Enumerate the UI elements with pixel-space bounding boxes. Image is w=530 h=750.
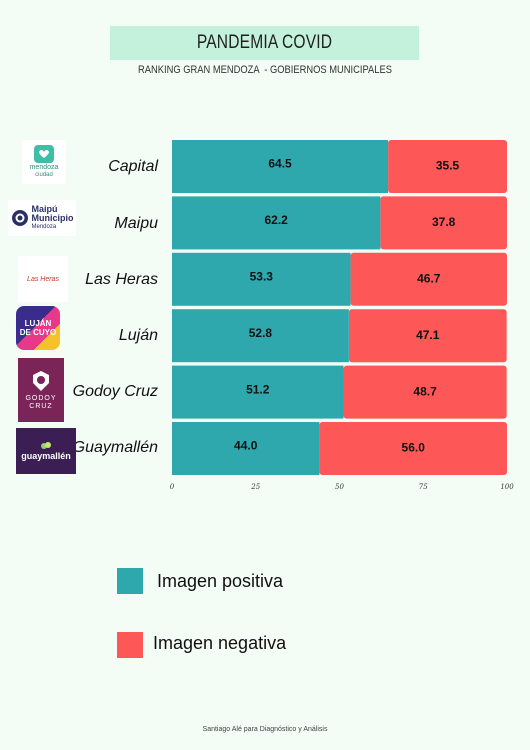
maipu-shield-icon — [11, 210, 28, 226]
bar-positive — [172, 252, 351, 306]
data-label-positive: 52.8 — [249, 326, 273, 340]
lujan-logo-text-2: DE CUYO — [19, 328, 57, 337]
category-label-capital: Capital — [108, 158, 158, 175]
category-label-las-heras: Las Heras — [85, 271, 158, 288]
bar-negative — [350, 252, 507, 306]
godoy-cruz-logo: GODOY CRUZ — [18, 358, 64, 422]
bar-negative — [343, 365, 507, 419]
bar-positive — [172, 422, 320, 475]
mendoza-ciudad-logo: mendoza ciudad — [22, 140, 66, 184]
x-tick-label: 50 — [335, 483, 344, 491]
bar-negative — [348, 309, 507, 363]
bar-negative — [319, 422, 507, 475]
x-tick-label: 25 — [250, 483, 260, 491]
category-label-guaymallen: Guaymallén — [72, 439, 158, 456]
page-title: PANDEMIA COVID — [196, 32, 333, 53]
data-label-positive: 51.2 — [246, 382, 270, 396]
title-band: PANDEMIA COVID — [110, 26, 419, 60]
maipu-logo-text-2: Municipio — [31, 212, 74, 223]
legend-swatch-negative — [117, 632, 143, 658]
bar-positive — [172, 365, 344, 419]
maipu-logo-text-1: Maipú — [31, 203, 58, 214]
lujan-de-cuyo-logo: LUJÁN DE CUYO — [16, 306, 60, 350]
guaymallen-logo-text: guaymallén — [21, 451, 71, 461]
page-subtitle: RANKING GRAN MENDOZA - GOBIERNOS MUNICIP… — [138, 64, 392, 76]
data-label-positive: 44.0 — [234, 439, 258, 453]
bar-positive — [172, 309, 349, 363]
category-label-godoy-cruz: Godoy Cruz — [72, 383, 158, 400]
footer-credit: Santiago Alé para Diagnóstico y Análisis — [202, 726, 328, 733]
data-label-negative: 47.1 — [416, 328, 440, 342]
legend-label-negative: Imagen negativa — [153, 633, 287, 653]
lujan-logo-text-1: LUJÁN — [24, 319, 52, 328]
x-tick-label: 100 — [500, 483, 514, 491]
stacked-bar-chart: 64.5 35.5 62.2 37.8 53.3 46.7 52.8 47.1 51.2 48.7… — [170, 140, 514, 491]
bar-negative — [388, 140, 507, 193]
data-label-negative: 56.0 — [402, 441, 426, 455]
mendoza-logo-text: mendoza — [29, 164, 59, 171]
category-label-maipu: Maipu — [114, 215, 158, 232]
x-tick-label: 75 — [419, 483, 428, 491]
guaymallen-logo: guaymallén — [16, 428, 76, 474]
bar-negative — [380, 196, 507, 250]
bar-positive — [172, 196, 381, 250]
godoy-logo-text-2: CRUZ — [29, 402, 53, 410]
data-label-positive: 62.2 — [265, 213, 289, 227]
legend-label-positive: Imagen positiva — [157, 571, 284, 591]
legend-swatch-positive — [117, 568, 143, 594]
ciudad-logo-text: ciudad — [35, 172, 53, 178]
maipu-municipio-logo: Maipú Municipio Mendoza — [8, 200, 76, 236]
guaymallen-leaf-icon — [41, 442, 51, 449]
data-label-positive: 64.5 — [268, 157, 292, 171]
las-heras-logo-text: Las Heras — [27, 275, 59, 283]
data-label-negative: 37.8 — [432, 215, 456, 229]
data-label-positive: 53.3 — [250, 269, 274, 283]
x-tick-label: 0 — [170, 483, 175, 491]
category-label-lujan: Luján — [118, 327, 158, 344]
data-label-negative: 46.7 — [417, 271, 441, 285]
data-label-negative: 35.5 — [436, 159, 460, 173]
las-heras-logo: Las Heras — [18, 256, 68, 302]
data-label-negative: 48.7 — [413, 384, 437, 398]
godoy-logo-text-1: GODOY — [25, 394, 57, 402]
godoy-cruz-emblem-icon — [33, 370, 49, 391]
bar-positive — [172, 140, 389, 193]
maipu-logo-text-3: Mendoza — [31, 223, 57, 230]
